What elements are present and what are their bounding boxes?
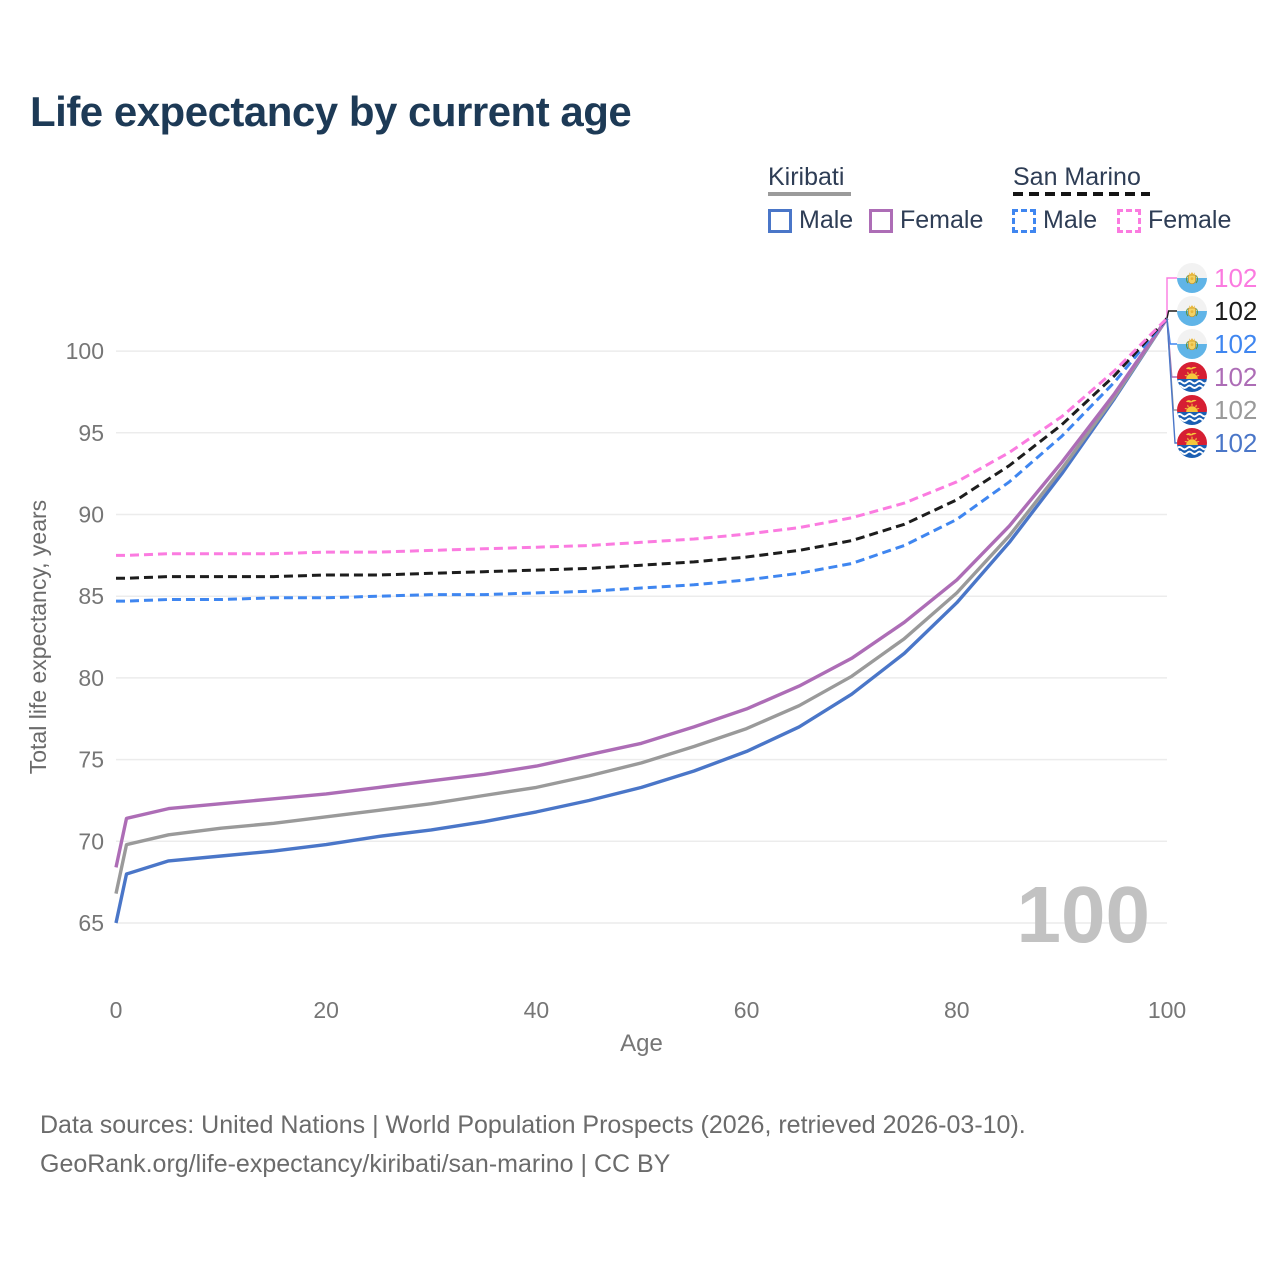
end-value-label: 102 (1214, 296, 1257, 326)
legend-sanmarino-line-sample (1013, 192, 1150, 196)
series-line-kiribati-female[interactable] (114, 317, 1169, 868)
kiribati-flag-icon[interactable] (1177, 395, 1207, 425)
kiribati-flag-icon[interactable] (1177, 362, 1207, 392)
y-tick-label: 90 (78, 502, 104, 528)
end-value-label: 102 (1214, 362, 1257, 392)
end-value-label: 102 (1214, 428, 1257, 458)
footer: Data sources: United Nations | World Pop… (40, 1106, 1026, 1184)
legend-item-label: Male (799, 206, 854, 234)
legend-item-kiribati-male[interactable]: Male (768, 206, 853, 235)
y-axis-title: Total life expectancy, years (25, 500, 51, 774)
end-label-san-marino-total[interactable]: 102 (1177, 296, 1257, 326)
legend-item-sanmarino-male[interactable]: Male (1012, 206, 1097, 235)
y-tick-label: 70 (78, 828, 104, 854)
end-label-san-marino-male[interactable]: 102 (1177, 329, 1257, 359)
end-value-label: 102 (1214, 329, 1257, 359)
kiribati-male-swatch-icon (768, 208, 792, 233)
san-marino-flag-icon[interactable] (1177, 329, 1207, 359)
end-label-leader-line (1166, 318, 1177, 444)
sanmarino-female-swatch-icon (1117, 208, 1141, 233)
san-marino-flag-icon[interactable] (1177, 263, 1207, 293)
x-axis-title: Age (620, 1030, 663, 1057)
kiribati-flag-icon[interactable] (1177, 428, 1207, 458)
axes: 65 70 75 80 85 90 95 100 0 20 40 60 80 100 Age Total li… (25, 338, 1186, 1057)
y-tick-label: 65 (78, 910, 104, 936)
series-line-san-marino-male[interactable] (116, 317, 1169, 603)
series-line-kiribati-total[interactable] (114, 317, 1169, 894)
legend-item-kiribati-female[interactable]: Female (869, 206, 983, 235)
series-line-san-marino-total[interactable] (116, 317, 1169, 580)
end-label-san-marino-female[interactable]: 102 (1177, 263, 1257, 293)
x-tick-label: 60 (734, 997, 760, 1023)
end-label-leader-line (1166, 277, 1177, 319)
series-line-san-marino-female[interactable] (116, 317, 1169, 557)
x-tick-label: 100 (1148, 997, 1186, 1023)
end-label-leader-line (1166, 310, 1177, 319)
legend: Kiribati San Marino Male Female Male Fem… (0, 0, 1280, 250)
legend-item-label: Male (1043, 206, 1098, 234)
y-tick-label: 85 (78, 583, 104, 609)
end-value-label: 102 (1214, 263, 1257, 293)
end-label-kiribati-male[interactable]: 102 (1177, 428, 1257, 458)
legend-group-sanmarino-label: San Marino (1013, 163, 1141, 191)
y-tick-label: 95 (78, 420, 104, 446)
legend-item-sanmarino-female[interactable]: Female (1117, 206, 1231, 235)
x-tick-label: 0 (110, 997, 123, 1023)
gridlines (116, 350, 1167, 924)
y-tick-label: 80 (78, 665, 104, 691)
y-tick-label: 75 (78, 747, 104, 773)
data-sources-text: Data sources: United Nations | World Pop… (40, 1111, 1026, 1139)
age-watermark: 100 (1017, 870, 1150, 959)
legend-item-label: Female (900, 206, 984, 234)
y-tick-label: 100 (66, 338, 104, 364)
end-label-kiribati-total[interactable]: 102 (1177, 395, 1257, 425)
attribution-text: GeoRank.org/life-expectancy/kiribati/san… (40, 1150, 671, 1178)
x-tick-label: 40 (524, 997, 550, 1023)
legend-item-label: Female (1148, 206, 1232, 234)
series-line-kiribati-male[interactable] (114, 317, 1169, 924)
end-label-kiribati-female[interactable]: 102 (1177, 362, 1257, 392)
page-title: Life expectancy by current age (30, 88, 632, 135)
x-tick-label: 80 (944, 997, 970, 1023)
legend-group-kiribati-label: Kiribati (768, 163, 845, 191)
legend-kiribati-line-sample (768, 192, 851, 196)
x-tick-label: 20 (313, 997, 339, 1023)
end-value-label: 102 (1214, 395, 1257, 425)
kiribati-female-swatch-icon (869, 208, 893, 233)
san-marino-flag-icon[interactable] (1177, 296, 1207, 326)
sanmarino-male-swatch-icon (1012, 208, 1036, 233)
